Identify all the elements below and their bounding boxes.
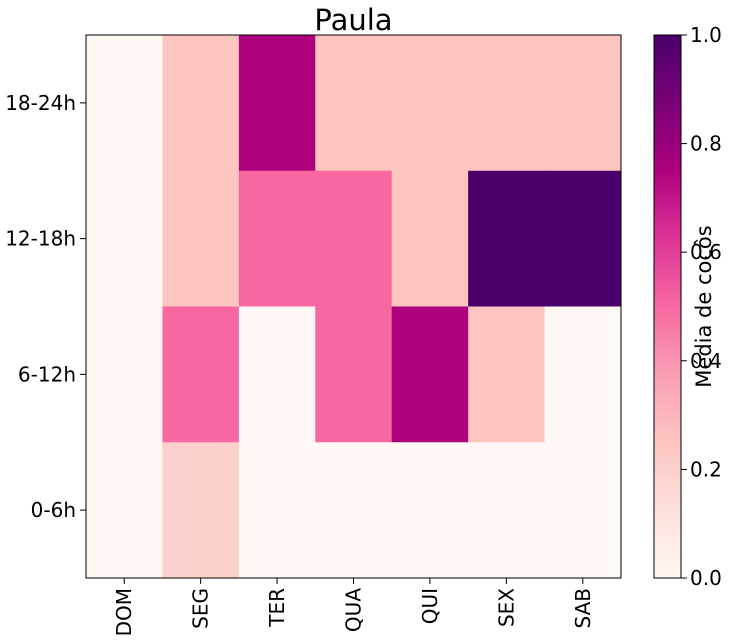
y-tick-label: 6-12h (18, 362, 76, 386)
heatmap-cell (391, 170, 469, 307)
heatmap-cell (544, 306, 622, 443)
colorbar-label: Média de cocôs (692, 225, 716, 387)
heatmap-cell (468, 442, 546, 579)
x-tick-label: SEX (494, 588, 518, 627)
heatmap-cell (238, 442, 316, 579)
heatmap-cell (468, 306, 546, 443)
colorbar-tick-label: 0.6 (690, 240, 722, 264)
heatmap-cell (86, 442, 163, 579)
heatmap-cell (238, 170, 316, 307)
heatmap-cell (544, 35, 622, 172)
colorbar-tick-label: 0.2 (690, 457, 722, 481)
heatmap-cell (391, 442, 469, 579)
y-axis: 18-24h 12-18h 6-12h 0-6h (5, 91, 86, 522)
heatmap-cell (238, 306, 316, 443)
heatmap-cell (391, 306, 469, 443)
heatmap-cell (315, 306, 393, 443)
heatmap-cell (315, 442, 393, 579)
heatmap-cell (162, 442, 240, 579)
heatmap-cell (162, 306, 240, 443)
x-tick-label: DOM (112, 588, 136, 636)
x-tick-label: QUA (342, 588, 366, 632)
heatmap-cell (315, 35, 393, 172)
x-tick-label: QUI (418, 588, 442, 624)
chart-title: Paula (314, 3, 392, 37)
colorbar-tick-label: 0.4 (690, 349, 722, 373)
heatmap-cell (86, 170, 163, 307)
heatmap-cell (391, 35, 469, 172)
x-tick-label: SEG (189, 588, 213, 629)
colorbar (653, 34, 682, 579)
heatmap-cell (162, 170, 240, 307)
x-tick-label: SAB (571, 588, 595, 628)
heatmap-cell (544, 442, 622, 579)
colorbar-tick-label: 1.0 (690, 23, 722, 47)
y-tick-label: 18-24h (5, 91, 76, 115)
heatmap-cell (468, 35, 546, 172)
heatmap-cells (86, 35, 622, 579)
heatmap-cell (468, 170, 546, 307)
y-tick-label: 0-6h (31, 498, 76, 522)
heatmap-cell (238, 35, 316, 172)
colorbar-tick-label: 0.8 (690, 132, 722, 156)
heatmap-cell (315, 170, 393, 307)
heatmap-cell (162, 35, 240, 172)
heatmap-cell (86, 306, 163, 443)
y-tick-label: 12-18h (5, 227, 76, 251)
x-tick-label: TER (265, 588, 289, 628)
x-axis: DOM SEG TER QUA QUI SEX SAB (112, 578, 595, 636)
heatmap-cell (544, 170, 622, 307)
colorbar-tick-label: 0.0 (690, 566, 722, 590)
colorbar-ticks: 0.0 0.2 0.4 0.6 0.8 1.0 (681, 23, 722, 590)
heatmap-cell (86, 35, 163, 172)
